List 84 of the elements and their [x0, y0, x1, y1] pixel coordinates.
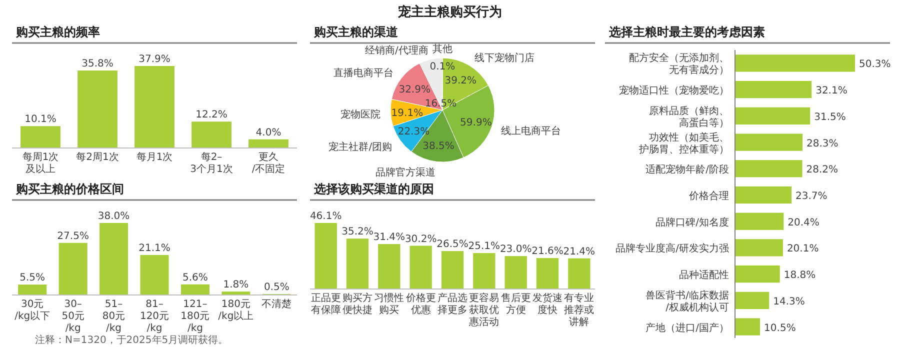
- y-tick-label: 品种适配性: [679, 269, 729, 282]
- data-label: 32.1%: [816, 86, 848, 97]
- data-label: 19.1%: [391, 108, 424, 119]
- chart-title: 购买主粮的频率: [15, 25, 100, 39]
- data-label: 23.7%: [796, 191, 828, 202]
- x-tick-label: 180元/kg以上: [218, 299, 254, 322]
- text: 宠主主粮购买行为: [397, 4, 502, 20]
- data-label: 59.9%: [460, 117, 492, 128]
- data-label: 14.3%: [773, 296, 805, 308]
- chart-title: 选择主粮时最主要的考虑因素: [608, 25, 765, 39]
- data-label: 35.2%: [342, 226, 374, 238]
- slice-label: 线下宠物门店: [474, 52, 534, 64]
- data-label: 35.8%: [82, 58, 114, 70]
- data-label: 5.5%: [20, 272, 46, 284]
- slice-label: 直播电商平台: [334, 66, 394, 79]
- data-label: 4.0%: [256, 127, 282, 138]
- data-label: 38.5%: [422, 141, 454, 152]
- x-tick-label: 每月1次: [136, 151, 173, 163]
- x-tick-label: 更久/不固定: [252, 151, 286, 175]
- slice-label: 宠主社群/团购: [328, 141, 392, 154]
- y-tick-label: 原料品质（鲜肉、高蛋白等）: [649, 104, 729, 129]
- x-tick-label: 正品更有保障: [310, 293, 341, 316]
- x-tick-label: 习惯性购买: [374, 292, 404, 316]
- slice-label: 品牌官方渠道: [376, 166, 436, 179]
- data-label: 28.2%: [806, 164, 838, 176]
- data-label: 26.5%: [436, 239, 468, 250]
- data-label: 50.3%: [859, 59, 891, 70]
- y-tick-label: 品牌专业度高/研发实力强: [616, 242, 729, 255]
- y-tick-label: 兽医背书/临床数据/权威机构认可: [646, 289, 729, 314]
- x-tick-label: 产品选择更多: [438, 292, 468, 316]
- x-tick-label: 30–50元/kg: [62, 299, 84, 334]
- slice-label: 宠物医院: [340, 108, 381, 120]
- data-label: 10.1%: [24, 114, 56, 126]
- data-label: 0.5%: [264, 282, 290, 294]
- data-label: 31.4%: [373, 232, 406, 244]
- data-label: 46.1%: [310, 211, 342, 222]
- x-tick-label: 发货速度快: [532, 292, 562, 316]
- y-tick-label: 适配宠物年龄/阶段: [646, 164, 729, 176]
- slice-label: 线上电商平台: [501, 125, 562, 138]
- y-tick-label: 产地（进口/国产）: [646, 322, 729, 334]
- data-label: 38.0%: [98, 211, 130, 222]
- x-tick-label: 每2–3个月1次: [190, 151, 233, 175]
- x-tick-label: 30元/kg以下: [14, 299, 50, 322]
- data-label: 10.5%: [764, 322, 796, 334]
- data-label: 31.5%: [814, 112, 846, 123]
- y-tick-label: 配方安全（无添加剂、无有害成分）: [629, 52, 729, 76]
- x-tick-label: 价格更优惠: [404, 292, 436, 316]
- data-label: 21.4%: [563, 246, 596, 258]
- slice-label: 经销商/代理商: [365, 44, 428, 57]
- data-label: 5.6%: [182, 272, 208, 284]
- data-label: 20.1%: [786, 244, 819, 255]
- x-tick-label: 售后更方便: [500, 292, 531, 316]
- y-tick-label: 宠物适口性（宠物爱吃）: [619, 84, 729, 97]
- data-label: 32.9%: [398, 84, 430, 96]
- x-tick-label: 每2周1次: [76, 151, 119, 163]
- chart-title: 购买主粮的渠道: [313, 25, 399, 39]
- data-label: 25.1%: [468, 241, 500, 252]
- x-tick-label: 购买方便快捷: [342, 292, 372, 316]
- y-tick-label: 品牌口碑/知名度: [656, 216, 729, 228]
- data-label: 21.1%: [138, 243, 170, 254]
- data-label: 23.0%: [500, 244, 532, 256]
- y-tick-label: 价格合理: [688, 190, 729, 202]
- data-label: 1.8%: [223, 280, 249, 291]
- x-tick-label: 51–80元/kg: [102, 299, 126, 334]
- x-tick-label: 每周1次及以上: [22, 151, 59, 175]
- x-tick-label: 更容易获取优惠活动: [468, 292, 500, 328]
- x-tick-label: 有专业推荐或讲解: [564, 292, 594, 328]
- data-label: 20.4%: [788, 217, 820, 228]
- data-label: 39.2%: [444, 76, 477, 87]
- chart-title: 购买主粮的价格区间: [15, 182, 124, 196]
- x-tick-label: 不清楚: [262, 298, 292, 310]
- x-tick-label: 81–120元/kg: [140, 299, 170, 334]
- data-label: 12.2%: [196, 110, 228, 121]
- data-label: 27.5%: [57, 230, 89, 242]
- data-label: 30.2%: [404, 234, 437, 245]
- data-label: 37.9%: [138, 54, 170, 65]
- text: 注释：N=1320，于2025年5月调研获得。: [35, 334, 228, 346]
- data-label: 18.8%: [784, 270, 816, 282]
- slice-label: 其他: [432, 43, 452, 55]
- chart-title: 选择该购买渠道的原因: [313, 182, 434, 196]
- data-label: 28.3%: [806, 138, 838, 150]
- x-tick-label: 121–180元/kg: [180, 299, 210, 334]
- data-label: 21.6%: [532, 246, 564, 258]
- y-tick-label: 功效性（如美毛、护肠胃、控体重等）: [638, 131, 729, 156]
